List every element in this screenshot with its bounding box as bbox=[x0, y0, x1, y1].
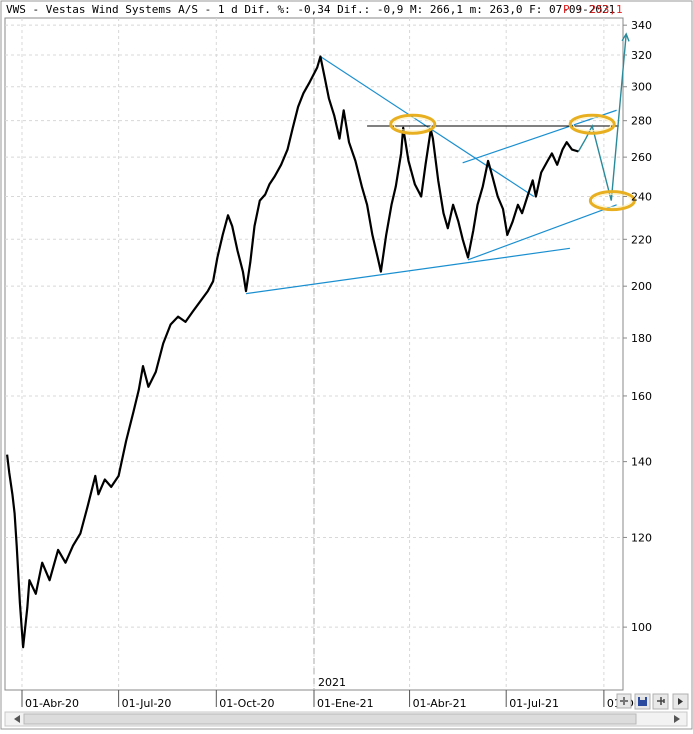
arrow-left-icon bbox=[14, 715, 20, 723]
x-axis: 01-Abr-20 01-Jul-20 01-Oct-20 01-Ene-21 01-A… bbox=[21, 690, 640, 710]
highlight-ellipse-inner bbox=[592, 193, 632, 208]
x-tick-label: 01-Jul-20 bbox=[122, 697, 172, 710]
highlight-ellipse-inner bbox=[572, 117, 612, 132]
chevron-right-icon bbox=[678, 698, 683, 705]
floppy-disk-icon bbox=[638, 697, 647, 706]
y-tick-label: 200 bbox=[631, 280, 652, 293]
annotation-lines bbox=[245, 32, 630, 295]
last-price-label: P : 253,1 bbox=[563, 3, 623, 16]
price-line bbox=[6, 55, 579, 649]
save-button[interactable] bbox=[634, 693, 651, 710]
y-tick-label: 180 bbox=[631, 332, 652, 345]
trendline-rising-support bbox=[245, 247, 570, 295]
x-tick-label: 01-Oct-20 bbox=[219, 697, 274, 710]
forecast-arrowhead bbox=[621, 32, 630, 42]
y-tick-label: 240 bbox=[631, 191, 652, 204]
highlight-ellipse bbox=[568, 113, 616, 135]
x-tick-label: 01-Jul-21 bbox=[509, 697, 559, 710]
toolbar bbox=[616, 693, 689, 710]
year-marker: 2021 bbox=[318, 676, 346, 689]
x-tick-label: 01-Ene-21 bbox=[317, 697, 374, 710]
horizontal-scrollbar[interactable] bbox=[4, 711, 688, 727]
gear-icon bbox=[620, 697, 628, 705]
highlight-ellipses bbox=[389, 113, 636, 212]
chart-title: VWS - Vestas Wind Systems A/S - 1 d Dif.… bbox=[6, 3, 615, 16]
settings-button[interactable] bbox=[616, 693, 632, 709]
pin-icon bbox=[657, 697, 665, 705]
scroll-right-arrow[interactable] bbox=[674, 715, 680, 723]
y-tick-label: 320 bbox=[631, 49, 652, 62]
forecast-path bbox=[577, 33, 627, 201]
y-tick-label: 280 bbox=[631, 115, 652, 128]
scroll-right-button[interactable] bbox=[672, 693, 689, 710]
highlight-ellipse bbox=[389, 113, 437, 135]
scroll-left-arrow[interactable] bbox=[14, 715, 20, 723]
pin-button[interactable] bbox=[652, 693, 669, 710]
y-tick-label: 220 bbox=[631, 233, 652, 246]
price-series bbox=[6, 55, 579, 649]
scrollbar-thumb[interactable] bbox=[23, 713, 637, 725]
y-tick-label: 260 bbox=[631, 151, 652, 164]
x-tick-label: 01-Abr-20 bbox=[25, 697, 79, 710]
trendline-channel-lower bbox=[467, 204, 617, 261]
grid bbox=[5, 18, 623, 690]
highlight-ellipse-inner bbox=[393, 117, 433, 132]
y-tick-label: 140 bbox=[631, 456, 652, 469]
arrow-right-icon bbox=[674, 715, 680, 723]
trendline-descending-resistance bbox=[320, 56, 535, 198]
highlight-ellipse bbox=[588, 190, 636, 212]
y-axis: 100 120 140 160 180 200 220 240 260 280 300 320 340 bbox=[623, 19, 652, 634]
y-tick-label: 160 bbox=[631, 390, 652, 403]
y-tick-label: 340 bbox=[631, 19, 652, 32]
y-tick-label: 120 bbox=[631, 531, 652, 544]
y-tick-label: 300 bbox=[631, 81, 652, 94]
x-tick-label: 01-Abr-21 bbox=[413, 697, 467, 710]
trendline-channel-upper bbox=[462, 109, 617, 164]
y-tick-label: 100 bbox=[631, 621, 652, 634]
